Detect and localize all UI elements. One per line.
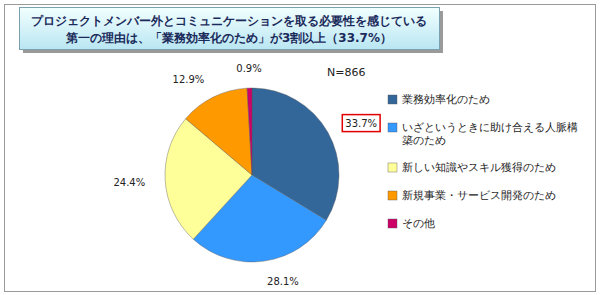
legend-swatch [388, 163, 397, 172]
legend-line: その他 [402, 217, 435, 229]
legend-line: 新しい知識やスキル獲得のため [402, 161, 556, 173]
frame [5, 5, 596, 292]
highlight-box [342, 115, 380, 132]
legend-swatch [388, 123, 397, 132]
title: 第一の理由は、「業務効率化のため」が3割以上（33.7%） [65, 31, 392, 45]
annotation: N=866 [327, 66, 365, 79]
data-label: 28.1% [267, 276, 299, 287]
legend-label: 新しい知識やスキル獲得のため [402, 161, 556, 173]
legend: 業務効率化のためいざというときに助け合える人脈構築のため新しい知識やスキル獲得の… [388, 93, 578, 229]
legend-label: いざというときに助け合える人脈構築のため [402, 121, 578, 146]
data-label: 0.9% [236, 63, 261, 74]
data-labels: 33.7% 28.1% 24.4% 12.9% 0.9% [113, 63, 380, 287]
chart: プロジェクトメンバー外とコミュニケーションを取る必要性を感じている第一の理由は、… [0, 0, 600, 295]
legend-line: 築のため [402, 134, 446, 146]
legend-line: 新規事業・サービス開発のため [402, 189, 556, 201]
title-box [20, 8, 440, 50]
legend-swatch [388, 191, 397, 200]
legend-label: 新規事業・サービス開発のため [402, 189, 556, 201]
pie [165, 88, 339, 262]
legend-line: 業務効率化のため [402, 93, 490, 105]
data-label: 24.4% [113, 177, 145, 188]
legend-label: その他 [402, 217, 435, 229]
legend-line: いざというときに助け合える人脈構 [402, 121, 578, 134]
title: プロジェクトメンバー外とコミュニケーションを取る必要性を感じている [31, 14, 427, 28]
legend-swatch [388, 95, 397, 104]
legend-label: 業務効率化のため [402, 93, 490, 105]
data-label: 33.7% [345, 118, 377, 129]
data-label: 12.9% [173, 74, 205, 85]
pie-slice [186, 88, 252, 175]
legend-swatch [388, 219, 397, 228]
pie-slice [247, 88, 252, 175]
